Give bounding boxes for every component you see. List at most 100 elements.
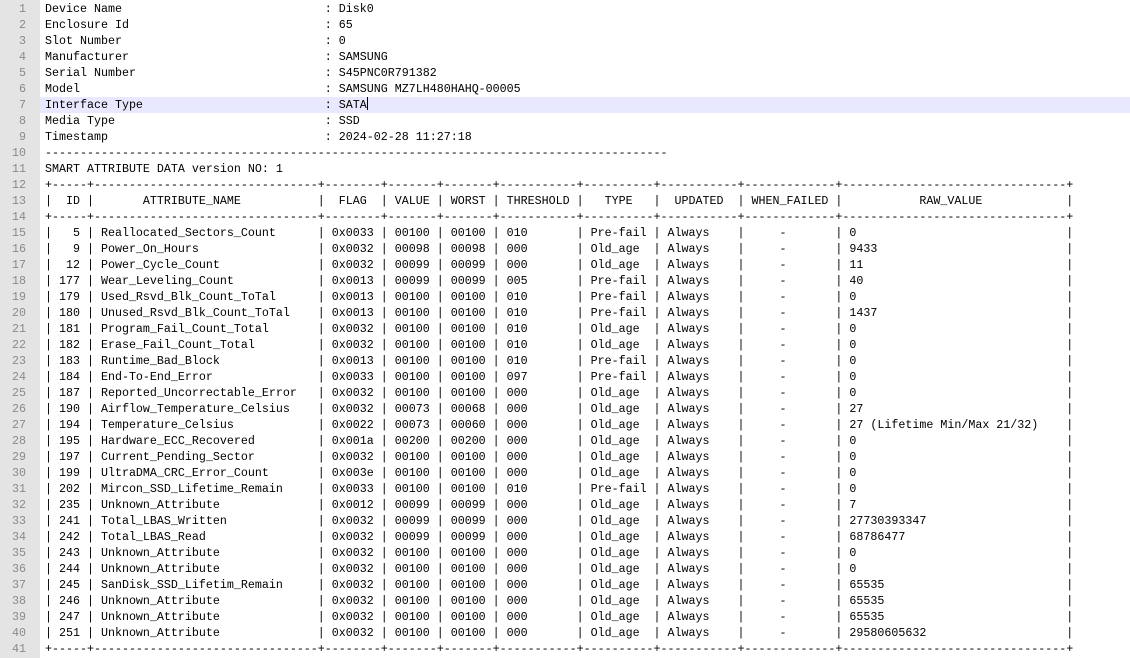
- line-text[interactable]: ----------------------------------------…: [45, 146, 668, 160]
- line-text[interactable]: +-----+--------------------------------+…: [45, 178, 1074, 192]
- editor-line: 24 | 184 | End-To-End_Error | 0x0033 | 00…: [0, 369, 1130, 385]
- line-text[interactable]: | 247 | Unknown_Attribute | 0x0032 | 001…: [45, 610, 1074, 624]
- line-text[interactable]: Interface Type : SATA: [40, 97, 1130, 113]
- line-text[interactable]: Enclosure Id : 65: [45, 18, 353, 32]
- line-text[interactable]: | 181 | Program_Fail_Count_Total | 0x003…: [45, 322, 1074, 336]
- editor-line: 35 | 243 | Unknown_Attribute | 0x0032 | 0…: [0, 545, 1130, 561]
- line-number: 28: [12, 434, 26, 448]
- editor-line: 19 | 179 | Used_Rsvd_Blk_Count_ToTal | 0x…: [0, 289, 1130, 305]
- editor-line: 12 +-----+-------------------------------…: [0, 177, 1130, 193]
- editor-line: 2 Enclosure Id : 65: [0, 17, 1130, 33]
- line-number: 31: [12, 482, 26, 496]
- line-number: 20: [12, 306, 26, 320]
- line-text[interactable]: | 243 | Unknown_Attribute | 0x0032 | 001…: [45, 546, 1074, 560]
- line-number: 30: [12, 466, 26, 480]
- line-text[interactable]: Timestamp : 2024-02-28 11:27:18: [45, 130, 472, 144]
- line-text[interactable]: Serial Number : S45PNC0R791382: [45, 66, 437, 80]
- editor-line: 27 | 194 | Temperature_Celsius | 0x0022 |…: [0, 417, 1130, 433]
- line-number: 21: [12, 322, 26, 336]
- editor-line: 11 SMART ATTRIBUTE DATA version NO: 1: [0, 161, 1130, 177]
- line-number: 36: [12, 562, 26, 576]
- line-number: 22: [12, 338, 26, 352]
- editor-line: 37 | 245 | SanDisk_SSD_Lifetim_Remain | 0…: [0, 577, 1130, 593]
- editor-line: 8 Media Type : SSD: [0, 113, 1130, 129]
- line-text[interactable]: | 187 | Reported_Uncorrectable_Error | 0…: [45, 386, 1074, 400]
- line-number: 2: [19, 18, 26, 32]
- editor-line: 29 | 197 | Current_Pending_Sector | 0x003…: [0, 449, 1130, 465]
- line-text[interactable]: | 184 | End-To-End_Error | 0x0033 | 0010…: [45, 370, 1074, 384]
- line-text[interactable]: | 251 | Unknown_Attribute | 0x0032 | 001…: [45, 626, 1074, 640]
- line-text[interactable]: | ID | ATTRIBUTE_NAME | FLAG | VALUE | W…: [45, 194, 1074, 208]
- editor-line: 39 | 247 | Unknown_Attribute | 0x0032 | 0…: [0, 609, 1130, 625]
- line-text[interactable]: | 9 | Power_On_Hours | 0x0032 | 00098 | …: [45, 242, 1074, 256]
- line-number: 1: [19, 2, 26, 16]
- line-text[interactable]: | 195 | Hardware_ECC_Recovered | 0x001a …: [45, 434, 1074, 448]
- editor-line: 1 Device Name : Disk0: [0, 1, 1130, 17]
- line-text[interactable]: Device Name : Disk0: [45, 2, 374, 16]
- line-text[interactable]: | 245 | SanDisk_SSD_Lifetim_Remain | 0x0…: [45, 578, 1074, 592]
- editor-line: 13 | ID | ATTRIBUTE_NAME | FLAG | VALUE |…: [0, 193, 1130, 209]
- editor-line: 38 | 246 | Unknown_Attribute | 0x0032 | 0…: [0, 593, 1130, 609]
- line-text[interactable]: | 183 | Runtime_Bad_Block | 0x0013 | 001…: [45, 354, 1074, 368]
- line-text[interactable]: | 241 | Total_LBAS_Written | 0x0032 | 00…: [45, 514, 1074, 528]
- line-number: 4: [19, 50, 26, 64]
- line-text[interactable]: Slot Number : 0: [45, 34, 346, 48]
- editor-line: 21 | 181 | Program_Fail_Count_Total | 0x0…: [0, 321, 1130, 337]
- editor-line: 22 | 182 | Erase_Fail_Count_Total | 0x003…: [0, 337, 1130, 353]
- line-text[interactable]: | 197 | Current_Pending_Sector | 0x0032 …: [45, 450, 1074, 464]
- editor-line: 28 | 195 | Hardware_ECC_Recovered | 0x001…: [0, 433, 1130, 449]
- editor-line: 25 | 187 | Reported_Uncorrectable_Error |…: [0, 385, 1130, 401]
- line-text[interactable]: +-----+--------------------------------+…: [45, 210, 1074, 224]
- editor-line: 5 Serial Number : S45PNC0R791382: [0, 65, 1130, 81]
- line-text[interactable]: | 242 | Total_LBAS_Read | 0x0032 | 00099…: [45, 530, 1074, 544]
- line-number: 24: [12, 370, 26, 384]
- line-number: 17: [12, 258, 26, 272]
- line-text[interactable]: | 177 | Wear_Leveling_Count | 0x0013 | 0…: [45, 274, 1074, 288]
- line-text[interactable]: Media Type : SSD: [45, 114, 360, 128]
- line-text[interactable]: | 235 | Unknown_Attribute | 0x0012 | 000…: [45, 498, 1074, 512]
- editor-line: 18 | 177 | Wear_Leveling_Count | 0x0013 |…: [0, 273, 1130, 289]
- editor-line: 36 | 244 | Unknown_Attribute | 0x0032 | 0…: [0, 561, 1130, 577]
- editor-line: 32 | 235 | Unknown_Attribute | 0x0012 | 0…: [0, 497, 1130, 513]
- editor-line: 16 | 9 | Power_On_Hours | 0x0032 | 00098 …: [0, 241, 1130, 257]
- editor-line: 10 --------------------------------------…: [0, 145, 1130, 161]
- line-text[interactable]: | 12 | Power_Cycle_Count | 0x0032 | 0009…: [45, 258, 1074, 272]
- line-number: 39: [12, 610, 26, 624]
- line-number: 33: [12, 514, 26, 528]
- line-number: 16: [12, 242, 26, 256]
- line-text[interactable]: | 246 | Unknown_Attribute | 0x0032 | 001…: [45, 594, 1074, 608]
- line-number: 7: [19, 98, 26, 112]
- line-text[interactable]: SMART ATTRIBUTE DATA version NO: 1: [45, 162, 283, 176]
- line-text[interactable]: +-----+--------------------------------+…: [45, 642, 1074, 656]
- editor-line: 41 +-----+-------------------------------…: [0, 641, 1130, 657]
- editor-line: 14 +-----+-------------------------------…: [0, 209, 1130, 225]
- line-number: 15: [12, 226, 26, 240]
- line-number: 8: [19, 114, 26, 128]
- line-number: 11: [12, 162, 26, 176]
- line-text[interactable]: | 190 | Airflow_Temperature_Celsius | 0x…: [45, 402, 1074, 416]
- editor-line: 30 | 199 | UltraDMA_CRC_Error_Count | 0x0…: [0, 465, 1130, 481]
- line-number: 29: [12, 450, 26, 464]
- line-text[interactable]: | 199 | UltraDMA_CRC_Error_Count | 0x003…: [45, 466, 1074, 480]
- line-text[interactable]: | 202 | Mircon_SSD_Lifetime_Remain | 0x0…: [45, 482, 1074, 496]
- line-number: 6: [19, 82, 26, 96]
- line-text[interactable]: | 244 | Unknown_Attribute | 0x0032 | 001…: [45, 562, 1074, 576]
- line-number: 27: [12, 418, 26, 432]
- line-number: 3: [19, 34, 26, 48]
- editor-line: 33 | 241 | Total_LBAS_Written | 0x0032 | …: [0, 513, 1130, 529]
- editor-line: 20 | 180 | Unused_Rsvd_Blk_Count_ToTal | …: [0, 305, 1130, 321]
- line-number: 41: [12, 642, 26, 656]
- editor-line: 4 Manufacturer : SAMSUNG: [0, 49, 1130, 65]
- line-text[interactable]: | 179 | Used_Rsvd_Blk_Count_ToTal | 0x00…: [45, 290, 1074, 304]
- line-text[interactable]: | 5 | Reallocated_Sectors_Count | 0x0033…: [45, 226, 1074, 240]
- editor-line: 31 | 202 | Mircon_SSD_Lifetime_Remain | 0…: [0, 481, 1130, 497]
- editor-line: 17 | 12 | Power_Cycle_Count | 0x0032 | 00…: [0, 257, 1130, 273]
- line-number: 37: [12, 578, 26, 592]
- line-text[interactable]: | 194 | Temperature_Celsius | 0x0022 | 0…: [45, 418, 1074, 432]
- line-text[interactable]: Manufacturer : SAMSUNG: [45, 50, 388, 64]
- line-text[interactable]: Model : SAMSUNG MZ7LH480HAHQ-00005: [45, 82, 521, 96]
- editor-line: 34 | 242 | Total_LBAS_Read | 0x0032 | 000…: [0, 529, 1130, 545]
- line-text[interactable]: | 180 | Unused_Rsvd_Blk_Count_ToTal | 0x…: [45, 306, 1074, 320]
- line-number: 26: [12, 402, 26, 416]
- line-text[interactable]: | 182 | Erase_Fail_Count_Total | 0x0032 …: [45, 338, 1074, 352]
